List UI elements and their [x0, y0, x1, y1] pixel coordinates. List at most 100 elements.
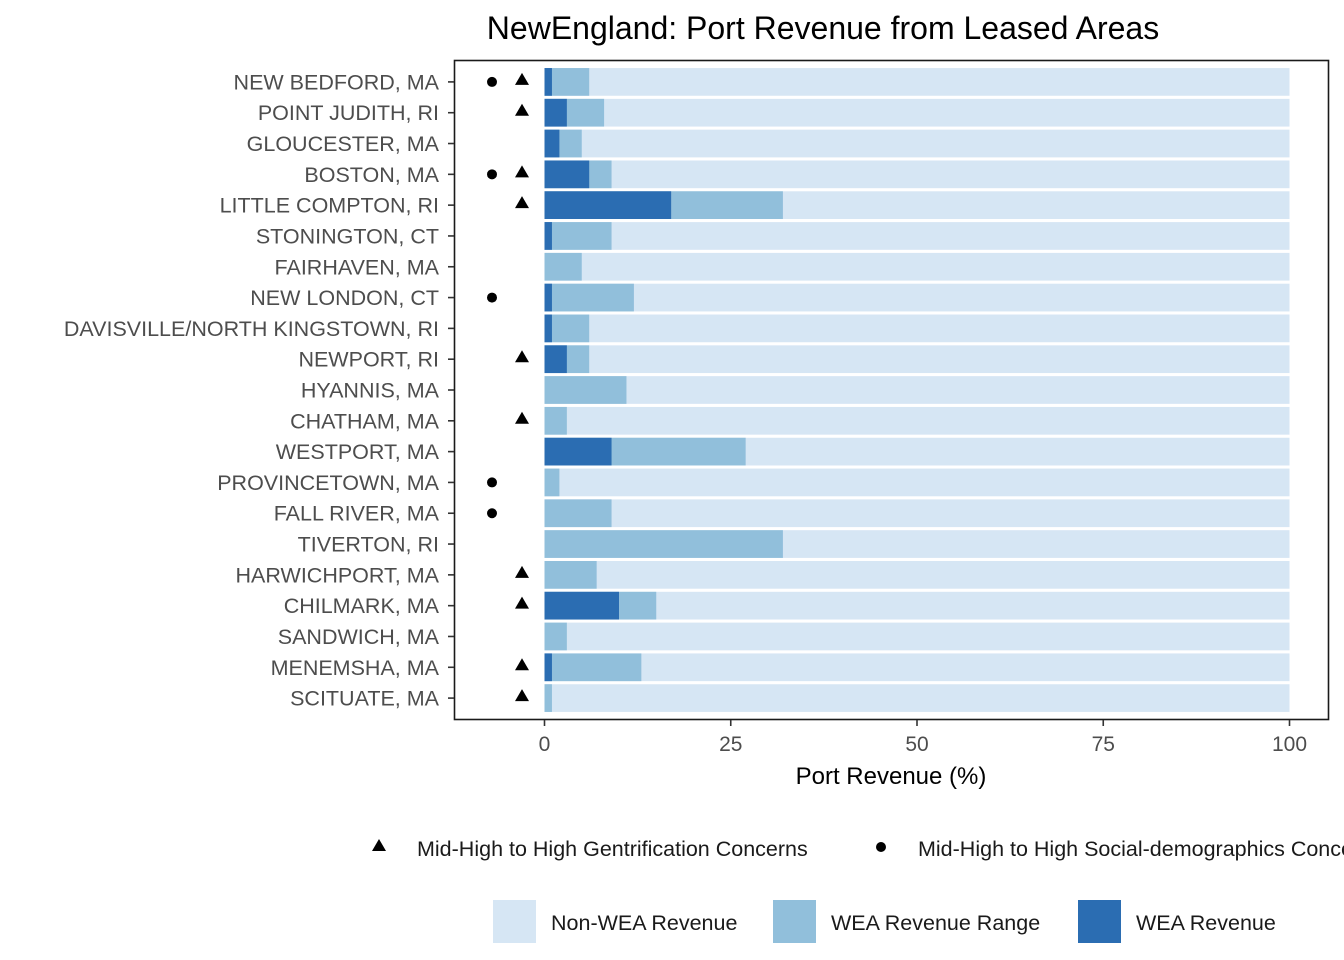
gentrification-marker-little-compton-ri — [515, 196, 529, 209]
y-tick-label-stonington-ct: STONINGTON, CT — [256, 224, 439, 248]
legend-key-wea-revenue — [1078, 900, 1121, 943]
legend-key-non-wea-revenue — [493, 900, 536, 943]
bar-non-wea-revenue-stonington-ct — [544, 222, 1290, 250]
gentrification-marker-chilmark-ma — [515, 596, 529, 609]
y-tick-label-new-bedford-ma: NEW BEDFORD, MA — [234, 70, 440, 94]
bar-non-wea-revenue-boston-ma — [544, 160, 1290, 189]
bar-non-wea-revenue-provincetown-ma — [544, 468, 1290, 497]
marker-legend: Mid-High to High Gentrification Concerns… — [372, 837, 1344, 861]
legend-label-wea-revenue: WEA Revenue — [1136, 911, 1276, 935]
bar-non-wea-revenue-harwichport-ma — [544, 560, 1290, 589]
social-demographics-marker-new-bedford-ma — [487, 76, 497, 87]
gentrification-marker-point-judith-ri — [515, 103, 529, 116]
bar-wea-revenue-range-provincetown-ma — [544, 468, 560, 497]
chart-title: NewEngland: Port Revenue from Leased Are… — [487, 10, 1159, 46]
bar-wea-revenue-davisville-north-kingstown-ri — [544, 314, 552, 343]
legend-social-demographics-label: Mid-High to High Social-demographics Con… — [918, 837, 1344, 861]
bar-non-wea-revenue-new-london-ct — [544, 283, 1290, 312]
bar-wea-revenue-stonington-ct — [544, 222, 552, 250]
x-axis-label: Port Revenue (%) — [796, 763, 987, 790]
fill-legend: Non-WEA Revenue WEA Revenue Range WEA Reve… — [493, 900, 1276, 943]
gentrification-marker-chatham-ma — [515, 411, 529, 424]
y-tick-label-newport-ri: NEWPORT, RI — [298, 348, 439, 372]
bar-wea-revenue-range-sandwich-ma — [544, 622, 567, 651]
y-tick-label-westport-ma: WESTPORT, MA — [276, 440, 440, 464]
x-tick-label-50: 50 — [905, 733, 928, 756]
y-tick-label-chatham-ma: CHATHAM, MA — [290, 409, 440, 433]
bar-non-wea-revenue-davisville-north-kingstown-ri — [544, 314, 1290, 343]
bar-wea-revenue-range-harwichport-ma — [544, 560, 597, 589]
y-tick-label-sandwich-ma: SANDWICH, MA — [278, 625, 440, 649]
legend-key-wea-revenue-range — [773, 900, 816, 943]
bar-non-wea-revenue-chilmark-ma — [544, 591, 1290, 620]
legend-label-wea-revenue-range: WEA Revenue Range — [831, 911, 1040, 935]
bar-non-wea-revenue-gloucester-ma — [544, 129, 1290, 158]
social-demographics-marker-boston-ma — [487, 169, 497, 180]
bar-wea-revenue-boston-ma — [544, 160, 590, 189]
x-tick-label-25: 25 — [719, 733, 742, 756]
social-demographics-marker-new-london-ct — [487, 292, 497, 303]
y-tick-label-tiverton-ri: TIVERTON, RI — [298, 533, 439, 557]
y-tick-label-new-london-ct: NEW LONDON, CT — [250, 286, 439, 310]
bar-wea-revenue-new-london-ct — [544, 283, 552, 312]
bar-wea-revenue-chilmark-ma — [544, 591, 619, 620]
y-tick-label-hyannis-ma: HYANNIS, MA — [301, 379, 440, 403]
x-tick-label-0: 0 — [539, 733, 551, 756]
y-axis: NEW BEDFORD, MA POINT JUDITH, RI GLOUCESTE… — [64, 70, 454, 711]
gentrification-marker-scituate-ma — [515, 689, 529, 702]
bar-non-wea-revenue-menemsha-ma — [544, 653, 1290, 682]
bar-non-wea-revenue-new-bedford-ma — [544, 68, 1290, 96]
x-tick-label-75: 75 — [1092, 733, 1115, 756]
bar-non-wea-revenue-fall-river-ma — [544, 499, 1290, 528]
legend-circle-icon — [876, 842, 886, 852]
bar-wea-revenue-point-judith-ri — [544, 98, 567, 127]
y-tick-label-gloucester-ma: GLOUCESTER, MA — [247, 132, 440, 156]
y-tick-label-menemsha-ma: MENEMSHA, MA — [271, 656, 440, 680]
bar-wea-revenue-range-scituate-ma — [544, 684, 552, 712]
bar-non-wea-revenue-hyannis-ma — [544, 376, 1290, 404]
bar-non-wea-revenue-sandwich-ma — [544, 622, 1290, 651]
bar-wea-revenue-range-tiverton-ri — [544, 530, 783, 558]
bar-wea-revenue-range-fairhaven-ma — [544, 252, 582, 281]
bar-wea-revenue-little-compton-ri — [544, 191, 672, 220]
bars-layer — [544, 68, 1290, 712]
bar-wea-revenue-new-bedford-ma — [544, 68, 552, 96]
bar-wea-revenue-newport-ri — [544, 345, 567, 374]
y-tick-label-scituate-ma: SCITUATE, MA — [290, 687, 440, 711]
y-tick-label-chilmark-ma: CHILMARK, MA — [284, 594, 440, 618]
bar-wea-revenue-range-chatham-ma — [544, 406, 567, 435]
y-tick-label-point-judith-ri: POINT JUDITH, RI — [258, 101, 439, 125]
x-axis: 0 25 50 75 100 — [539, 720, 1307, 756]
bar-wea-revenue-gloucester-ma — [544, 129, 560, 158]
bar-wea-revenue-range-hyannis-ma — [544, 376, 627, 404]
gentrification-marker-menemsha-ma — [515, 658, 529, 671]
legend-label-non-wea-revenue: Non-WEA Revenue — [551, 911, 737, 935]
bar-wea-revenue-menemsha-ma — [544, 653, 552, 682]
legend-gentrification-label: Mid-High to High Gentrification Concerns — [417, 837, 808, 861]
y-tick-label-harwichport-ma: HARWICHPORT, MA — [236, 563, 440, 587]
bar-non-wea-revenue-newport-ri — [544, 345, 1290, 374]
y-tick-label-little-compton-ri: LITTLE COMPTON, RI — [220, 194, 439, 218]
markers-layer — [487, 72, 529, 702]
x-tick-label-100: 100 — [1272, 733, 1307, 756]
bar-wea-revenue-range-fall-river-ma — [544, 499, 612, 528]
y-tick-label-fairhaven-ma: FAIRHAVEN, MA — [275, 255, 440, 279]
gentrification-marker-newport-ri — [515, 350, 529, 363]
y-tick-label-davisville-north-kingstown-ri: DAVISVILLE/NORTH KINGSTOWN, RI — [64, 317, 439, 341]
bar-wea-revenue-westport-ma — [544, 437, 612, 466]
plot-panel-border — [453, 59, 1330, 721]
gentrification-marker-harwichport-ma — [515, 565, 529, 578]
bar-non-wea-revenue-point-judith-ri — [544, 98, 1290, 127]
bar-wea-revenue-range-new-london-ct — [544, 283, 634, 312]
social-demographics-marker-fall-river-ma — [487, 508, 497, 519]
bar-non-wea-revenue-fairhaven-ma — [544, 252, 1290, 281]
bar-non-wea-revenue-scituate-ma — [544, 684, 1290, 712]
bar-wea-revenue-range-menemsha-ma — [544, 653, 642, 682]
y-tick-label-boston-ma: BOSTON, MA — [304, 163, 439, 187]
legend-triangle-icon — [372, 839, 386, 851]
y-tick-label-provincetown-ma: PROVINCETOWN, MA — [217, 471, 439, 495]
bar-wea-revenue-range-stonington-ct — [544, 222, 612, 250]
gentrification-marker-boston-ma — [515, 165, 529, 178]
social-demographics-marker-provincetown-ma — [487, 477, 497, 488]
